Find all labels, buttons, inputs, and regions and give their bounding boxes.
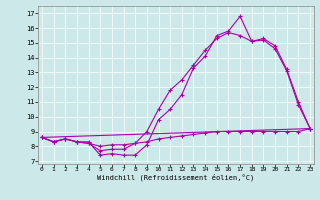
X-axis label: Windchill (Refroidissement éolien,°C): Windchill (Refroidissement éolien,°C)	[97, 174, 255, 181]
